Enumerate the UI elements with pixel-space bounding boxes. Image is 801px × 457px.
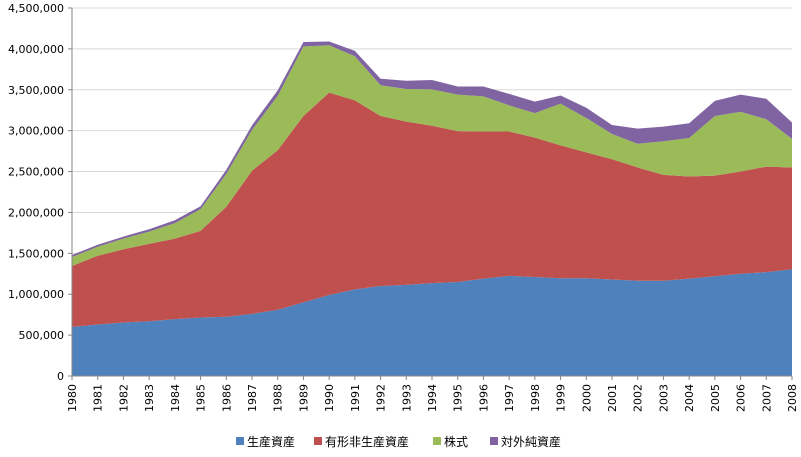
series-areas bbox=[72, 41, 792, 376]
y-tick-labels: 0 500,000 1,000,000 1,500,000 2,000,000 2,500… bbox=[8, 2, 64, 383]
x-tick-label-10: 1990 bbox=[323, 384, 336, 412]
x-tick-label-18: 1998 bbox=[529, 384, 542, 412]
y-tick-label-0: 0 bbox=[57, 370, 64, 383]
x-tick-label-17: 1997 bbox=[503, 384, 516, 412]
x-tick-label-3: 1983 bbox=[143, 384, 156, 412]
axes bbox=[68, 7, 793, 380]
x-tick-label-11: 1991 bbox=[349, 384, 362, 412]
y-tick-label-8: 4,000,000 bbox=[8, 43, 64, 56]
x-tick-label-1: 1981 bbox=[92, 384, 105, 412]
series-area-0 bbox=[72, 269, 792, 376]
series-area-1 bbox=[72, 92, 792, 327]
y-tick-label-7: 3,500,000 bbox=[8, 84, 64, 97]
x-tick-label-9: 1989 bbox=[297, 384, 310, 412]
x-tick-label-13: 1993 bbox=[400, 384, 413, 412]
legend-swatch-3 bbox=[490, 437, 498, 445]
x-tick-label-21: 2001 bbox=[606, 384, 619, 412]
x-tick-label-16: 1996 bbox=[477, 384, 490, 412]
legend-swatch-0 bbox=[236, 437, 244, 445]
y-tick-label-1: 500,000 bbox=[19, 329, 65, 342]
y-tick-label-6: 3,000,000 bbox=[8, 125, 64, 138]
x-tick-label-6: 1986 bbox=[220, 384, 233, 412]
legend-label-3: 対外純資産 bbox=[501, 434, 561, 449]
y-tick-label-4: 2,000,000 bbox=[8, 206, 64, 219]
x-tick-label-7: 1987 bbox=[246, 384, 259, 412]
legend-label-1: 有形非生産資産 bbox=[325, 434, 409, 449]
x-tick-label-20: 2000 bbox=[580, 384, 593, 412]
x-tick-label-5: 1985 bbox=[195, 384, 208, 412]
x-tick-label-8: 1988 bbox=[272, 384, 285, 412]
x-tick-label-27: 2007 bbox=[760, 384, 773, 412]
x-tick-label-2: 1982 bbox=[117, 384, 130, 412]
x-tick-label-23: 2003 bbox=[657, 384, 670, 412]
x-tick-label-14: 1994 bbox=[426, 384, 439, 412]
legend-swatch-1 bbox=[314, 437, 322, 445]
legend-label-0: 生産資産 bbox=[247, 434, 295, 449]
x-tick-label-22: 2002 bbox=[632, 384, 645, 412]
x-tick-label-25: 2005 bbox=[709, 384, 722, 412]
x-tick-label-15: 1995 bbox=[452, 384, 465, 412]
legend: 生産資産 有形非生産資産 株式 対外純資産 bbox=[236, 434, 561, 449]
y-tick-label-2: 1,000,000 bbox=[8, 288, 64, 301]
x-tick-label-26: 2006 bbox=[735, 384, 748, 412]
y-tick-label-3: 1,500,000 bbox=[8, 247, 64, 260]
x-tick-label-24: 2004 bbox=[683, 384, 696, 412]
y-tick-label-5: 2,500,000 bbox=[8, 166, 64, 179]
series-area-3 bbox=[72, 41, 792, 258]
x-tick-label-19: 1999 bbox=[555, 384, 568, 412]
x-tick-label-4: 1984 bbox=[169, 384, 182, 412]
x-tick-label-0: 1980 bbox=[66, 384, 79, 412]
legend-swatch-2 bbox=[433, 437, 441, 445]
x-tick-labels: 1980 1981 1982 1983 1984 1985 1986 1987 1988 1989… bbox=[66, 384, 799, 412]
y-tick-label-9: 4,500,000 bbox=[8, 2, 64, 15]
legend-label-2: 株式 bbox=[444, 434, 468, 449]
x-tick-label-12: 1992 bbox=[375, 384, 388, 412]
x-tick-label-28: 2008 bbox=[786, 384, 799, 412]
